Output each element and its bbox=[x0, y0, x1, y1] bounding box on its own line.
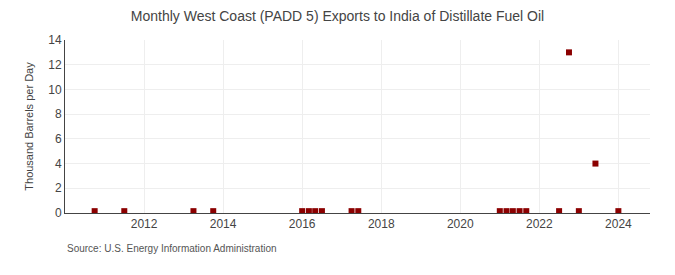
svg-text:0: 0 bbox=[55, 206, 62, 220]
svg-text:Monthly West Coast (PADD 5) Ex: Monthly West Coast (PADD 5) Exports to I… bbox=[131, 8, 544, 24]
svg-text:Thousand Barrels per Day: Thousand Barrels per Day bbox=[23, 62, 35, 191]
svg-text:2022: 2022 bbox=[526, 217, 553, 231]
svg-text:6: 6 bbox=[55, 132, 62, 146]
svg-text:2018: 2018 bbox=[368, 217, 395, 231]
svg-text:2014: 2014 bbox=[210, 217, 237, 231]
svg-text:2020: 2020 bbox=[447, 217, 474, 231]
svg-text:8: 8 bbox=[55, 107, 62, 121]
svg-text:2016: 2016 bbox=[289, 217, 316, 231]
svg-text:14: 14 bbox=[48, 33, 62, 47]
svg-text:12: 12 bbox=[48, 58, 62, 72]
svg-text:Source: U.S. Energy Informatio: Source: U.S. Energy Information Administ… bbox=[67, 243, 277, 254]
svg-text:2012: 2012 bbox=[131, 217, 158, 231]
svg-text:10: 10 bbox=[48, 83, 62, 97]
svg-text:4: 4 bbox=[55, 157, 62, 171]
svg-text:2: 2 bbox=[55, 181, 62, 195]
svg-text:2024: 2024 bbox=[605, 217, 632, 231]
